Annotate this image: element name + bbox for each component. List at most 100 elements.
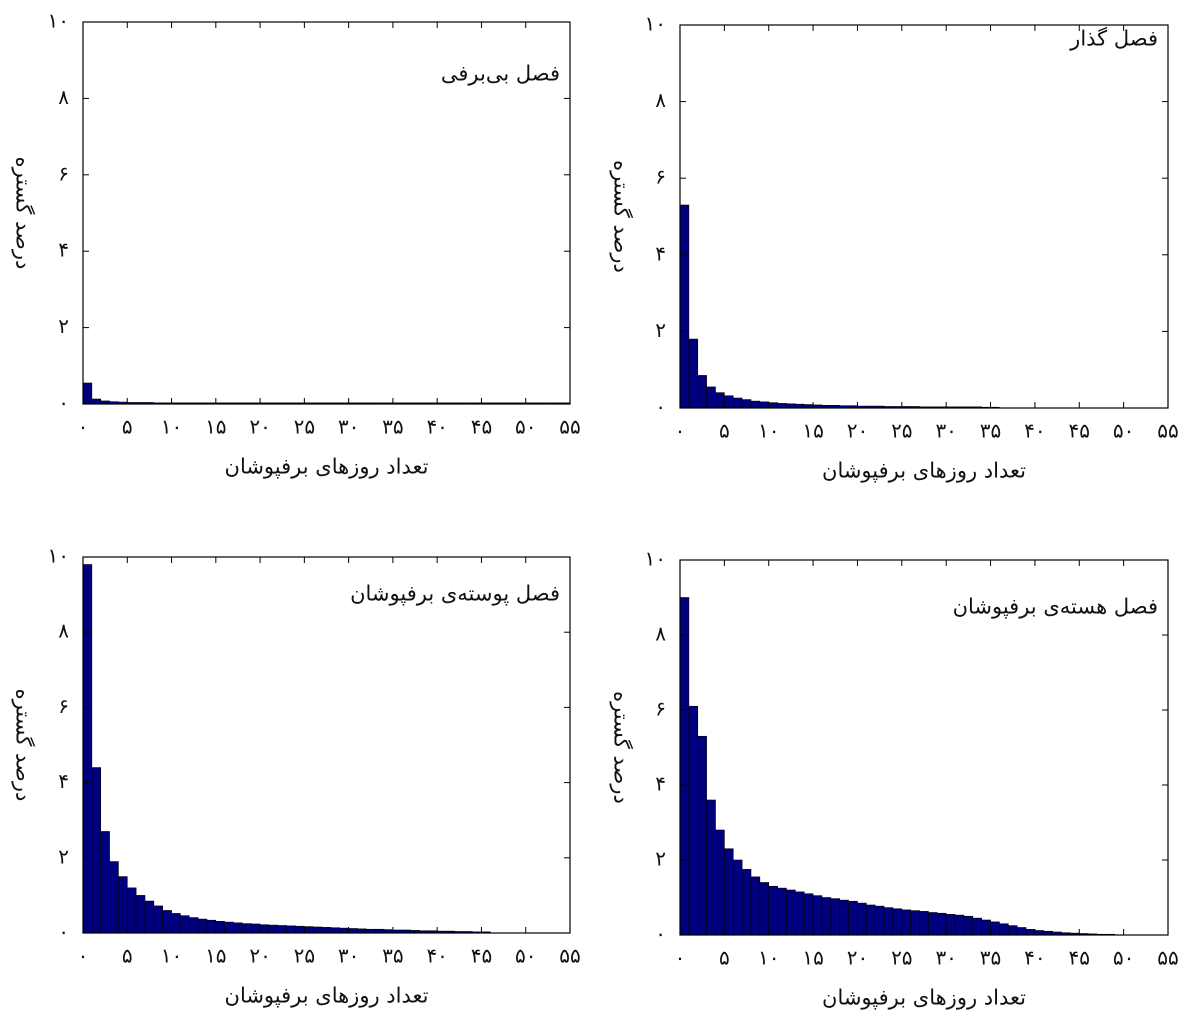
y-axis-label: درصد گستره (11, 157, 36, 270)
y-axis-label: درصد گستره (11, 689, 36, 802)
bar (697, 735, 707, 936)
bar (348, 928, 358, 934)
x-tick-label: ۲۵ (294, 944, 315, 968)
bar (715, 392, 725, 409)
panel-title: فصل هسته‌ی برفپوشان (953, 595, 1158, 620)
y-tick-label: ۱۰ (48, 544, 69, 568)
y-tick-label: ۰ (58, 920, 69, 944)
bar (724, 395, 734, 409)
panel-title: فصل پوسته‌ی برفپوشان (350, 582, 560, 607)
bar (215, 921, 225, 934)
bar (118, 876, 128, 934)
bar (732, 859, 743, 936)
bar (892, 908, 903, 936)
bar (768, 885, 778, 936)
x-axis-label: تعداد روزهای برفپوشان (822, 986, 1026, 1011)
bar (206, 919, 217, 934)
bar (286, 925, 296, 934)
bar (250, 923, 261, 934)
bar (144, 900, 155, 934)
x-tick-label: ۴۰ (426, 944, 447, 968)
y-tick-label: ۶ (58, 694, 69, 718)
bar (972, 917, 982, 936)
bar (259, 924, 270, 934)
plot-frame (679, 559, 1169, 936)
bar (162, 910, 172, 934)
y-tick-label: ۴ (655, 241, 666, 265)
y-tick-label: ۸ (655, 622, 666, 646)
bar (688, 705, 699, 936)
bar (688, 338, 699, 409)
bar (706, 386, 716, 409)
y-tick-label: ۰ (58, 391, 69, 415)
bar (679, 597, 690, 936)
bar (180, 915, 190, 934)
bar (321, 927, 332, 934)
bar (866, 904, 876, 936)
x-axis-label: تعداد روزهای برفپوشان (225, 984, 429, 1009)
bar (100, 831, 110, 934)
x-tick-label: ۰ (78, 944, 89, 968)
bar (233, 922, 243, 934)
bar (153, 905, 163, 934)
bar (135, 895, 146, 934)
bar (954, 914, 965, 936)
bar (919, 911, 929, 936)
bar (883, 907, 894, 936)
y-tick-label: ۲ (58, 314, 69, 338)
bar (330, 927, 341, 934)
x-tick-label: ۲۰ (847, 946, 868, 970)
x-tick-label: ۴۵ (1069, 946, 1090, 970)
bar (82, 564, 93, 934)
bar (759, 882, 770, 936)
bar (937, 912, 947, 936)
bar (963, 915, 974, 936)
y-tick-label: ۸ (655, 88, 666, 112)
x-tick-label: ۲۰ (249, 415, 270, 439)
x-tick-label: ۱۰ (758, 419, 779, 443)
bar (839, 899, 849, 936)
x-tick-label: ۳۵ (980, 419, 1001, 443)
x-tick-label: ۳۵ (382, 415, 403, 439)
x-tick-label: ۴۰ (1024, 419, 1045, 443)
x-tick-label: ۵ (122, 944, 133, 968)
x-tick-label: ۱۵ (802, 946, 823, 970)
x-tick-label: ۴۰ (426, 415, 447, 439)
bar (188, 917, 199, 934)
x-tick-label: ۲۵ (294, 415, 315, 439)
plot-frame (679, 24, 1169, 409)
bar (679, 204, 690, 409)
bar (715, 829, 725, 936)
x-tick-label: ۱۰ (161, 415, 182, 439)
x-tick-label: ۵۵ (559, 415, 580, 439)
x-tick-label: ۵۰ (1113, 946, 1134, 970)
x-tick-label: ۱۵ (802, 419, 823, 443)
bar (803, 893, 814, 936)
bar (848, 900, 858, 936)
bar (268, 924, 279, 934)
x-tick-label: ۳۵ (382, 944, 403, 968)
y-tick-label: ۶ (58, 161, 69, 185)
plot-frame (82, 21, 571, 405)
x-tick-label: ۵ (122, 415, 133, 439)
x-tick-label: ۱۵ (205, 415, 226, 439)
bar (901, 909, 911, 936)
bar (295, 925, 305, 934)
x-tick-label: ۵ (719, 419, 730, 443)
x-tick-label: ۱۵ (205, 944, 226, 968)
bar (126, 887, 137, 934)
x-tick-label: ۵۵ (1157, 946, 1178, 970)
x-tick-label: ۳۵ (980, 946, 1001, 970)
y-tick-label: ۲ (655, 318, 666, 342)
bar (786, 403, 796, 409)
bar (777, 887, 787, 936)
bar (357, 928, 367, 934)
y-tick-label: ۰ (655, 395, 666, 419)
x-axis-label: تعداد روزهای برفپوشان (225, 455, 429, 480)
bar (1025, 929, 1036, 936)
plot-frame (82, 556, 571, 934)
x-tick-label: ۰ (78, 415, 89, 439)
bar (1034, 930, 1045, 936)
